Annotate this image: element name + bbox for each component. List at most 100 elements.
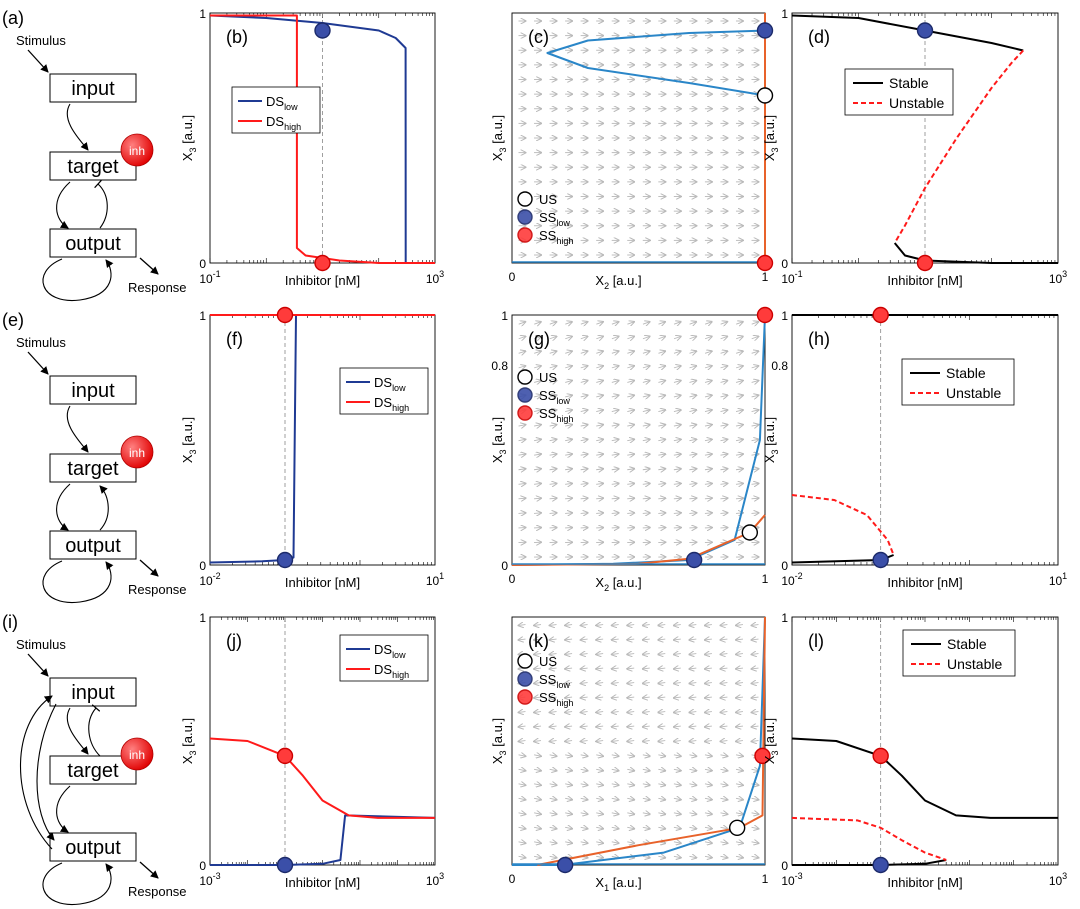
legend-marker-1: [518, 388, 532, 402]
phase-plane-panel: 0 1X2 [a.u.]X3 [a.u.](c)USSSlowSShigh: [490, 13, 773, 291]
y-axis-label: X3 [a.u.]: [762, 718, 780, 764]
x-tick-label: 0: [509, 872, 516, 886]
panel-label: (e): [2, 310, 24, 330]
axes-frame: [792, 315, 1058, 565]
y-tick-label: 1: [781, 7, 788, 21]
legend-sub: high: [284, 122, 301, 132]
legend-main: SS: [539, 228, 557, 243]
x-tick-label: 10-1: [781, 269, 802, 286]
y-axis-label-unit: [a.u.]: [762, 417, 777, 450]
x-axis-label: Inhibitor [nM]: [285, 875, 360, 890]
legend-main: US: [539, 192, 557, 207]
field-arrow: [612, 513, 619, 514]
output-node-label: output: [65, 535, 121, 557]
legend-sub: low: [392, 383, 406, 393]
y-tick-label: 1: [199, 7, 206, 21]
x-tick-base: 10: [426, 874, 440, 888]
x-tick-base: 10: [426, 574, 440, 588]
ss-low-marker: [687, 553, 702, 568]
y-axis-label-main: X: [490, 152, 505, 161]
x-tick-base: 10: [781, 874, 795, 888]
us-marker: [730, 820, 745, 835]
legend-stable-label: Stable: [947, 636, 987, 652]
panel-label: (h): [808, 329, 830, 349]
x-tick-exponent: 3: [439, 871, 444, 881]
y-axis-label-main: X: [490, 454, 505, 463]
target-node-label: target: [67, 760, 119, 782]
y-tick-label: 0: [501, 559, 508, 573]
legend-sub: low: [392, 650, 406, 660]
x-tick-base: 10: [781, 574, 795, 588]
bifurcation-panel: 00.8110-2 101Inhibitor [nM]X3 [a.u.](h)St…: [762, 308, 1067, 591]
y-axis-label-main: X: [762, 152, 777, 161]
x-tick-label: 10-2: [781, 571, 802, 588]
target-to-input-inhibition: [89, 708, 100, 756]
ss-high-marker: [278, 748, 293, 763]
x-axis-label: Inhibitor [nM]: [887, 875, 962, 890]
target-node-label: target: [67, 458, 119, 480]
y-axis-label-main: X: [180, 755, 195, 764]
ss-low-marker: [558, 858, 573, 873]
y-tick-label: 1: [501, 309, 508, 323]
legend-marker-0: [518, 654, 532, 668]
legend-stable-label: Stable: [946, 365, 986, 381]
legend-sub: low: [556, 218, 570, 228]
legend-marker-1: [518, 210, 532, 224]
legend-stable-label: Stable: [889, 75, 929, 91]
x-axis-label-main: X: [595, 273, 604, 288]
output-to-target-inhibition: [98, 184, 107, 228]
y-axis-label-main: X: [762, 454, 777, 463]
y-tick-label: 0: [199, 559, 206, 573]
ss-low-marker: [873, 858, 888, 873]
panel-label: (l): [808, 631, 824, 651]
axes-frame: [210, 315, 435, 565]
response-label: Response: [128, 884, 187, 899]
stimulus-label: Stimulus: [16, 33, 66, 48]
legend-sub: high: [556, 698, 573, 708]
network-diagram: (a)StimulusinputtargetoutputinhResponse: [2, 8, 187, 301]
x-tick-label: 10-3: [199, 871, 220, 888]
x-axis-label-main: X: [595, 575, 604, 590]
stimulus-arrow: [28, 654, 48, 676]
x-axis-label: Inhibitor [nM]: [285, 575, 360, 590]
x-tick-exponent: -1: [795, 269, 803, 279]
panel-label: (j): [226, 631, 242, 651]
y-axis-label: X3 [a.u.]: [180, 718, 198, 764]
input-node-label: input: [71, 78, 115, 100]
x-tick-base: 10: [1049, 272, 1063, 286]
x-axis-label: X2 [a.u.]: [595, 273, 641, 291]
input-to-target-arrow: [67, 104, 88, 150]
x-axis-label-main: X: [595, 875, 604, 890]
ss-low-marker: [278, 858, 293, 873]
legend-marker-0: [518, 370, 532, 384]
x-tick-label: 1: [762, 872, 769, 886]
x-axis-label: Inhibitor [nM]: [285, 273, 360, 288]
input-to-target-arrow: [67, 406, 88, 452]
x-tick-exponent: -3: [213, 871, 221, 881]
ss-low-marker: [315, 23, 330, 38]
y-axis-label: X3 [a.u.]: [762, 417, 780, 463]
legend-sub: high: [556, 236, 573, 246]
legend-sub: high: [556, 414, 573, 424]
legend-entry-0: US: [539, 370, 557, 385]
y-tick-label: 0.8: [771, 359, 788, 373]
field-arrow: [658, 513, 665, 514]
y-axis-label-unit: [a.u.]: [762, 718, 777, 751]
output-self-loop: [43, 561, 111, 603]
y-tick-label: 0: [781, 559, 788, 573]
stimulus-label: Stimulus: [16, 637, 66, 652]
output-node-label: output: [65, 233, 121, 255]
x-tick-base: 10: [199, 574, 213, 588]
legend-main: SS: [539, 406, 557, 421]
y-tick-label: 1: [199, 309, 206, 323]
panel-label: (c): [528, 27, 549, 47]
dose-response-panel: 0110-3 103Inhibitor [nM]X3 [a.u.](j) DSlow…: [180, 611, 444, 890]
y-axis-label-unit: [a.u.]: [180, 417, 195, 450]
x-axis-label-unit: [a.u.]: [609, 575, 642, 590]
network-diagram: (e)StimulusinputtargetoutputinhResponse: [2, 310, 187, 603]
response-label: Response: [128, 582, 187, 597]
field-arrow: [627, 513, 634, 514]
x-tick-exponent: 1: [1062, 571, 1067, 581]
y-axis-label-unit: [a.u.]: [490, 115, 505, 148]
legend-sub: high: [392, 403, 409, 413]
